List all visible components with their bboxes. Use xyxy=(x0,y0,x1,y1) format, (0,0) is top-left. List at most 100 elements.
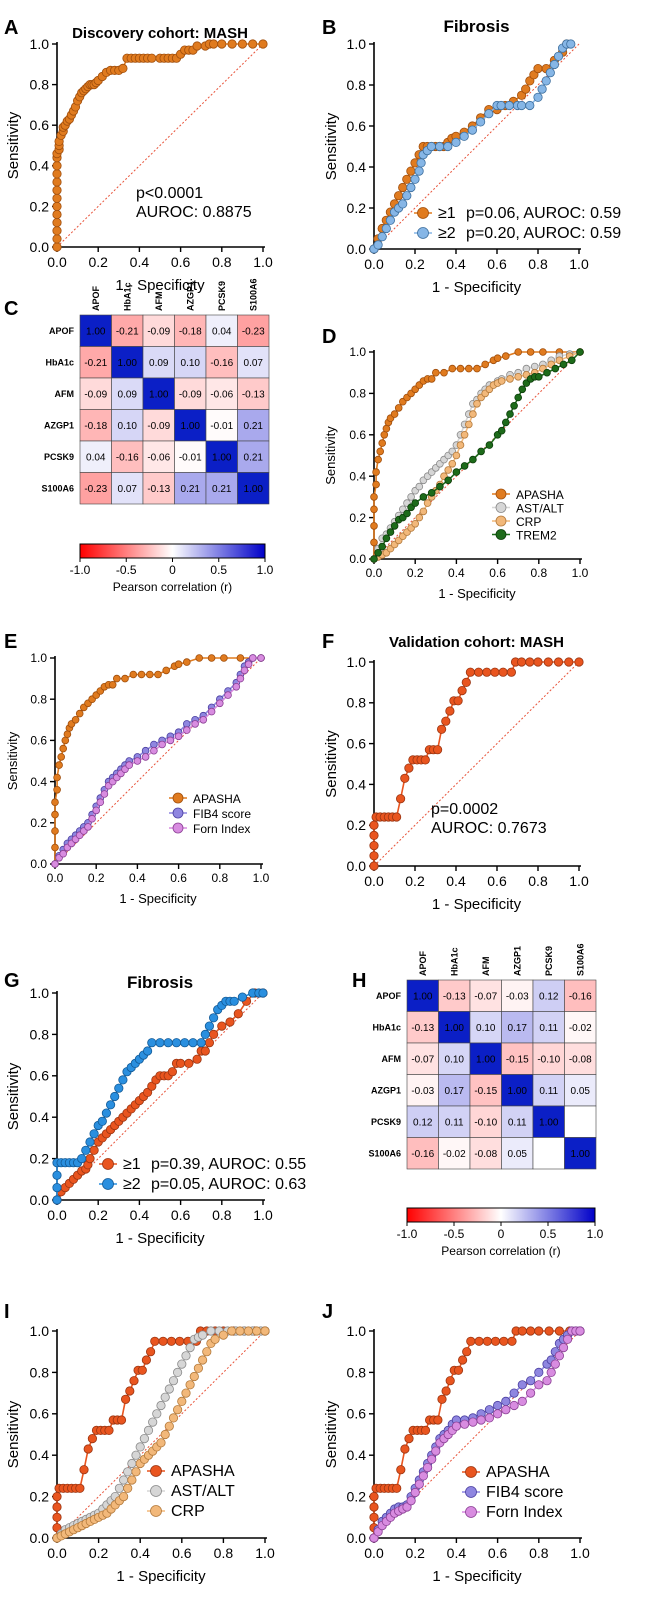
legend-marker xyxy=(465,1506,477,1518)
roc-point xyxy=(52,1170,62,1180)
roc-point xyxy=(385,215,395,225)
roc-point xyxy=(469,410,477,418)
heatmap-value: -0.01 xyxy=(179,452,202,463)
y-tick-label: 1.0 xyxy=(30,651,47,665)
roc-point xyxy=(53,773,61,782)
roc-point xyxy=(158,740,166,749)
roc-point xyxy=(484,1405,494,1415)
roc-point xyxy=(370,555,378,563)
roc-point xyxy=(410,174,420,184)
row-label: AZGP1 xyxy=(44,420,74,430)
roc-point xyxy=(445,706,455,716)
roc-point xyxy=(372,480,380,489)
roc-point xyxy=(453,696,463,706)
heatmap-value: 1.00 xyxy=(86,326,106,337)
heatmap-value: 0.05 xyxy=(571,1086,591,1097)
heatmap-cell xyxy=(501,1074,534,1107)
annotation: p=0.0002 xyxy=(431,801,498,818)
roc-point xyxy=(137,670,146,679)
heatmap-value: 1.00 xyxy=(181,421,201,432)
roc-point xyxy=(423,499,432,507)
y-tick-label: 1.0 xyxy=(349,345,366,359)
roc-point xyxy=(370,493,378,501)
roc-point xyxy=(150,740,158,749)
roc-point xyxy=(420,755,430,765)
heatmap-cell xyxy=(79,472,112,505)
roc-point xyxy=(469,455,477,464)
roc-point xyxy=(133,757,142,765)
x-tick-label: 0.4 xyxy=(130,254,150,270)
roc-point xyxy=(85,1137,95,1147)
roc-point xyxy=(198,1355,208,1365)
roc-point xyxy=(52,193,62,203)
roc-point xyxy=(174,660,183,668)
heatmap-cell xyxy=(111,472,144,505)
colorbar-tick-label: 1.0 xyxy=(587,1227,604,1241)
heatmap-value: 0.07 xyxy=(118,484,138,495)
heatmap-value: 0.11 xyxy=(539,1023,558,1034)
legend-marker xyxy=(172,822,184,834)
heatmap-cell xyxy=(237,346,270,379)
y-tick-label: 0.8 xyxy=(30,77,50,93)
heatmap-value: -0.15 xyxy=(506,1054,529,1065)
roc-point xyxy=(84,823,92,831)
roc-point xyxy=(52,201,62,211)
y-tick-label: 0.2 xyxy=(347,1489,367,1505)
roc-point xyxy=(525,657,535,667)
roc-point xyxy=(63,730,72,738)
roc-point xyxy=(443,141,453,152)
x-tick-label: 0.8 xyxy=(211,871,228,885)
row-label: AZGP1 xyxy=(371,1085,401,1095)
legend-marker xyxy=(495,515,507,527)
roc-point xyxy=(510,401,518,410)
legend-label: Forn Index xyxy=(486,1504,562,1521)
heatmap-cell xyxy=(142,472,175,505)
roc-point xyxy=(467,125,477,135)
roc-point xyxy=(473,399,481,408)
roc-point xyxy=(445,1376,455,1386)
column-label: S100A6 xyxy=(575,943,585,976)
roc-point xyxy=(473,364,481,373)
roc-point xyxy=(59,744,67,753)
x-tick-label: 0.8 xyxy=(212,1207,232,1223)
roc-point xyxy=(370,538,378,547)
roc-point xyxy=(162,666,171,675)
panel-E: 0.0 0.2 0.4 0.6 0.8 1.0 0.0 0.2 0.4 0.6 0.8 1.0 1 - … xyxy=(5,651,269,906)
heatmap-value: -0.06 xyxy=(210,389,233,400)
y-tick-label: 1.0 xyxy=(30,1323,50,1339)
roc-point xyxy=(373,240,383,250)
heatmap-value: 0.10 xyxy=(118,421,138,432)
roc-point xyxy=(167,1067,177,1077)
roc-point xyxy=(369,1502,379,1512)
roc-point xyxy=(52,1492,62,1502)
roc-point xyxy=(396,1465,406,1475)
heatmap-cell xyxy=(469,1105,502,1138)
heatmap-value: 1.00 xyxy=(244,484,264,495)
roc-point xyxy=(506,410,514,418)
heatmap-value: -0.07 xyxy=(411,1054,434,1065)
roc-point xyxy=(402,1502,412,1512)
x-tick-label: 0.8 xyxy=(528,873,548,889)
roc-point xyxy=(554,1351,565,1361)
heatmap-value: -0.16 xyxy=(411,1149,434,1160)
heatmap-value: -0.08 xyxy=(474,1149,497,1160)
heatmap-cell xyxy=(174,314,207,347)
roc-point xyxy=(431,368,440,377)
roc-point xyxy=(576,348,584,356)
roc-point xyxy=(411,499,420,507)
x-axis-label: 1 - Specificity xyxy=(438,586,516,601)
roc-point xyxy=(406,182,416,193)
heatmap-cell xyxy=(501,1042,534,1075)
roc-point xyxy=(427,375,436,383)
roc-point xyxy=(196,1038,206,1048)
heatmap-value: 0.05 xyxy=(508,1149,528,1160)
roc-point xyxy=(97,1116,107,1126)
heatmap-cell xyxy=(174,377,207,410)
x-tick-label: 0.4 xyxy=(130,1207,150,1223)
roc-point xyxy=(154,670,162,679)
roc-point xyxy=(497,426,506,435)
x-tick-label: 0.8 xyxy=(529,1545,549,1561)
roc-point xyxy=(204,1021,214,1031)
